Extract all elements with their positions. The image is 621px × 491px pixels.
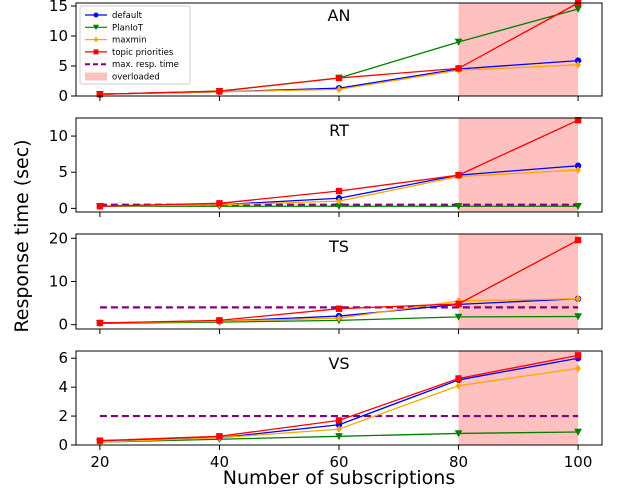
data-point-topic-priorities bbox=[96, 319, 104, 327]
subplot-rt: 0 5 10 RT bbox=[49, 116, 603, 217]
panel-title-an: AN bbox=[328, 6, 351, 25]
overloaded-region bbox=[458, 351, 579, 445]
x-tick-label: 100 bbox=[564, 453, 593, 471]
data-point-topic-priorities bbox=[335, 417, 343, 424]
panel-title-rt: RT bbox=[329, 121, 349, 140]
data-point-maxmin bbox=[336, 197, 342, 205]
data-point-topic-priorities bbox=[216, 200, 223, 207]
data-point-planiot bbox=[454, 203, 463, 211]
y-tick-label: 15 bbox=[49, 0, 68, 15]
x-tick-label: 40 bbox=[210, 453, 229, 471]
legend-marker-default bbox=[93, 12, 99, 18]
legend-marker-topic-priorities bbox=[93, 49, 99, 55]
data-point-planiot bbox=[454, 38, 463, 46]
overloaded-region bbox=[458, 234, 579, 329]
legend-label: max. resp. time bbox=[112, 60, 179, 70]
y-tick-label: 5 bbox=[58, 163, 68, 181]
data-point-planiot bbox=[574, 5, 582, 13]
y-tick-label: 6 bbox=[58, 349, 68, 367]
subplot-an: 0 5 10 15 AN bbox=[49, 0, 603, 105]
subplots: 0 5 10 15 AN 0 5 10 RT 0 10 20 TS 0 2 4 6 20 40 60 80 100 VS bbox=[49, 0, 603, 471]
y-tick-label: 4 bbox=[58, 378, 68, 396]
data-point-maxmin bbox=[575, 166, 581, 174]
data-point-topic-priorities bbox=[455, 300, 462, 308]
x-axis-label: Number of subscriptions bbox=[223, 467, 456, 489]
data-point-planiot bbox=[574, 203, 582, 211]
data-point-planiot bbox=[335, 433, 343, 441]
data-point-topic-priorities bbox=[455, 375, 462, 382]
data-point-planiot bbox=[454, 430, 463, 438]
data-point-maxmin bbox=[336, 425, 342, 433]
data-point-topic-priorities bbox=[96, 437, 104, 444]
data-point-topic-priorities bbox=[335, 74, 343, 82]
data-point-topic-priorities bbox=[455, 65, 462, 72]
y-tick-label: 0 bbox=[58, 436, 68, 454]
data-point-maxmin bbox=[455, 381, 462, 390]
data-point-maxmin bbox=[575, 294, 581, 303]
data-point-maxmin bbox=[336, 85, 342, 94]
panel-title-vs: VS bbox=[328, 354, 349, 373]
legend-entry-overloaded: overloaded bbox=[85, 72, 160, 83]
data-point-topic-priorities bbox=[574, 352, 582, 359]
y-tick-label: 10 bbox=[49, 127, 68, 145]
subplot-ts: 0 10 20 TS bbox=[49, 229, 603, 334]
legend-label: overloaded bbox=[112, 73, 160, 83]
y-tick-label: 5 bbox=[58, 57, 68, 75]
data-point-topic-priorities bbox=[574, 116, 582, 124]
data-point-topic-priorities bbox=[455, 171, 462, 179]
data-point-default bbox=[574, 57, 582, 64]
data-point-topic-priorities bbox=[216, 317, 223, 324]
data-point-planiot bbox=[574, 313, 582, 321]
subplot-vs: 0 2 4 6 20 40 60 80 100 VS bbox=[58, 349, 603, 471]
data-point-topic-priorities bbox=[335, 305, 343, 312]
data-point-topic-priorities bbox=[216, 433, 223, 440]
legend-label: default bbox=[112, 11, 143, 21]
data-point-planiot bbox=[335, 203, 343, 211]
legend-box bbox=[79, 5, 191, 85]
legend-label: PlanIoT bbox=[112, 23, 144, 33]
data-point-planiot bbox=[574, 428, 582, 436]
data-point-topic-priorities bbox=[96, 203, 104, 210]
y-tick-label: 0 bbox=[58, 87, 68, 105]
legend-entry-max-resp-time: max. resp. time bbox=[85, 60, 179, 70]
series-topic-priorities bbox=[96, 116, 582, 210]
data-point-planiot bbox=[454, 313, 463, 321]
legend-entry-default: default bbox=[85, 11, 143, 21]
legend-label: topic priorities bbox=[112, 48, 174, 58]
data-point-topic-priorities bbox=[335, 187, 343, 195]
x-tick-label: 80 bbox=[449, 453, 468, 471]
data-point-topic-priorities bbox=[96, 91, 104, 98]
y-tick-label: 2 bbox=[58, 407, 68, 425]
legend-entry-maxmin: maxmin bbox=[85, 36, 147, 46]
overloaded-region bbox=[458, 3, 579, 96]
series-topic-priorities bbox=[96, 352, 582, 444]
overloaded-region bbox=[458, 118, 579, 212]
y-tick-label: 10 bbox=[49, 27, 68, 45]
data-point-maxmin bbox=[575, 60, 581, 69]
legend: default PlanIoT maxmin topic priorities max.… bbox=[79, 5, 191, 85]
series-topic-priorities bbox=[96, 236, 582, 327]
panel-title-ts: TS bbox=[328, 237, 349, 256]
legend-entry-planiot: PlanIoT bbox=[85, 23, 144, 33]
legend-entry-topic-priorities: topic priorities bbox=[85, 48, 174, 58]
data-point-default bbox=[574, 162, 582, 169]
x-tick-label: 20 bbox=[90, 453, 109, 471]
data-point-topic-priorities bbox=[574, 236, 582, 244]
y-tick-label: 10 bbox=[49, 273, 68, 291]
data-point-maxmin bbox=[575, 364, 581, 373]
x-tick-label: 60 bbox=[329, 453, 348, 471]
data-point-topic-priorities bbox=[216, 88, 223, 95]
y-tick-label: 0 bbox=[58, 199, 68, 217]
legend-marker-maxmin bbox=[93, 36, 99, 43]
data-point-maxmin bbox=[336, 314, 342, 323]
legend-swatch-overloaded bbox=[85, 72, 107, 81]
legend-label: maxmin bbox=[112, 36, 147, 46]
y-axis-label: Response time (sec) bbox=[11, 139, 33, 332]
y-tick-label: 20 bbox=[49, 229, 68, 247]
y-tick-label: 0 bbox=[58, 316, 68, 334]
legend-marker-planiot bbox=[93, 24, 99, 31]
